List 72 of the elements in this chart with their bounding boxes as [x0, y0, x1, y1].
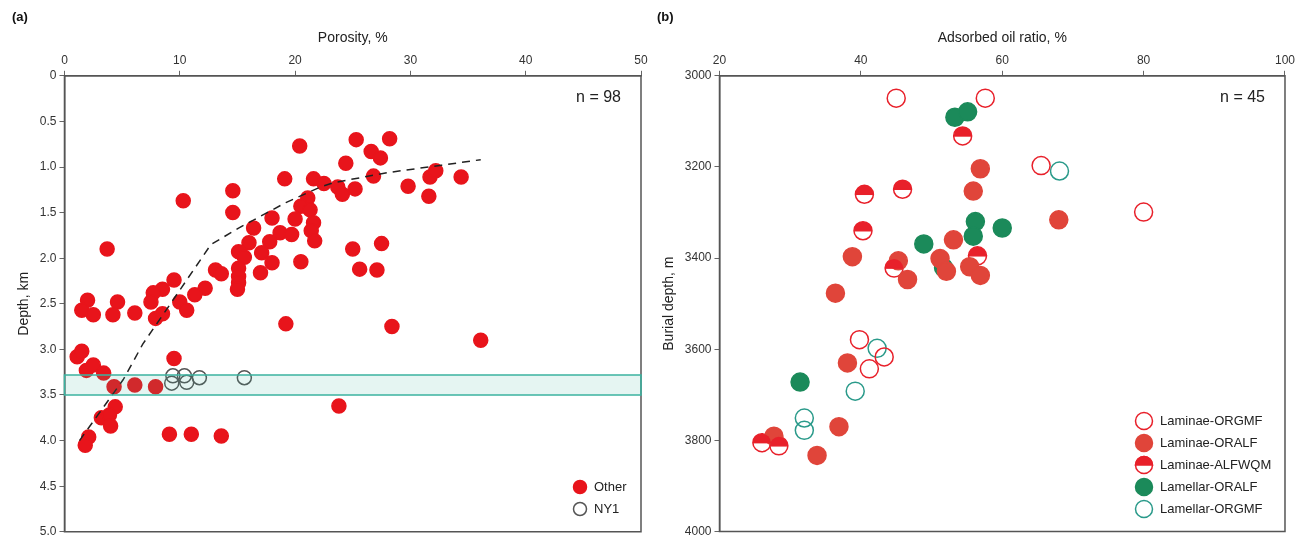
point: [794, 408, 815, 428]
y-tick-label: 3.0: [39, 341, 57, 356]
x-tick-label: 100: [1274, 52, 1296, 67]
y-axis-title: Depth, km: [15, 271, 32, 336]
point: [1031, 155, 1051, 176]
chart-title: (b): [657, 9, 674, 25]
annotation: n = 45: [1220, 88, 1266, 106]
point: [992, 218, 1012, 238]
point: [859, 359, 880, 379]
point: [1049, 210, 1069, 230]
legend-label: Laminae-ALFWQM: [1159, 455, 1272, 474]
y-tick-label: 1.5: [39, 204, 57, 219]
point: [1049, 161, 1070, 181]
point: [845, 381, 865, 401]
y-tick-label: 4000: [684, 523, 712, 538]
y-tick-label: 3.5: [39, 387, 57, 402]
legend-label: NY1: [594, 499, 620, 518]
x-tick-label: 20: [288, 52, 303, 67]
point: [957, 102, 978, 122]
y-tick-label: 0.5: [39, 113, 57, 128]
y-tick-label: 2.5: [39, 296, 57, 311]
annotation: n = 98: [576, 88, 622, 106]
x-axis-title: Porosity, %: [317, 28, 388, 45]
y-tick-label: 0: [49, 68, 57, 83]
y-tick-label: 3400: [684, 250, 712, 265]
x-tick-label: 40: [854, 52, 868, 67]
point: [914, 234, 934, 254]
legend-label: Laminae-ORGMF: [1159, 411, 1263, 430]
point: [1133, 202, 1154, 222]
point: [794, 420, 815, 441]
point: [849, 329, 870, 350]
x-tick-label: 40: [519, 52, 533, 67]
y-tick-label: 5.0: [39, 524, 57, 539]
y-tick-label: 4.0: [39, 432, 57, 447]
x-tick-label: 30: [403, 52, 418, 67]
point: [842, 246, 863, 267]
point: [975, 88, 996, 108]
x-tick-label: 10: [173, 52, 187, 67]
point: [943, 230, 964, 250]
point: [963, 226, 984, 246]
legend-label: Lamellar-ORALF: [1159, 477, 1258, 496]
legend-label: Lamellar-ORGMF: [1159, 499, 1263, 518]
point: [936, 261, 957, 282]
x-axis-title: Adsorbed oil ratio, %: [937, 28, 1067, 45]
x-tick-label: 50: [634, 52, 648, 67]
x-tick-label: 0: [61, 52, 69, 67]
y-tick-label: 4.5: [39, 478, 57, 493]
point: [886, 88, 906, 108]
point: [837, 353, 858, 373]
point: [874, 347, 894, 367]
y-tick-label: 3800: [684, 432, 712, 447]
x-tick-label: 20: [712, 52, 727, 67]
x-tick-label: 80: [1136, 52, 1151, 67]
point: [963, 181, 984, 201]
legend-label: Laminae-ORALF: [1159, 433, 1258, 452]
point: [807, 445, 827, 466]
point: [867, 338, 887, 359]
point: [790, 372, 810, 392]
y-axis-title: Burial depth, m: [660, 256, 677, 351]
y-tick-label: 3200: [684, 159, 712, 174]
point: [825, 283, 846, 303]
chart-title: (a): [12, 9, 28, 25]
y-tick-label: 1.0: [39, 159, 57, 174]
legend-label: Other: [594, 477, 627, 496]
point: [970, 265, 991, 286]
x-tick-label: 60: [995, 52, 1010, 67]
y-tick-label: 3000: [684, 68, 712, 83]
y-tick-label: 2.0: [39, 250, 57, 265]
point: [829, 416, 849, 437]
y-tick-label: 3600: [684, 341, 712, 356]
point: [970, 159, 991, 179]
point: [897, 269, 918, 290]
